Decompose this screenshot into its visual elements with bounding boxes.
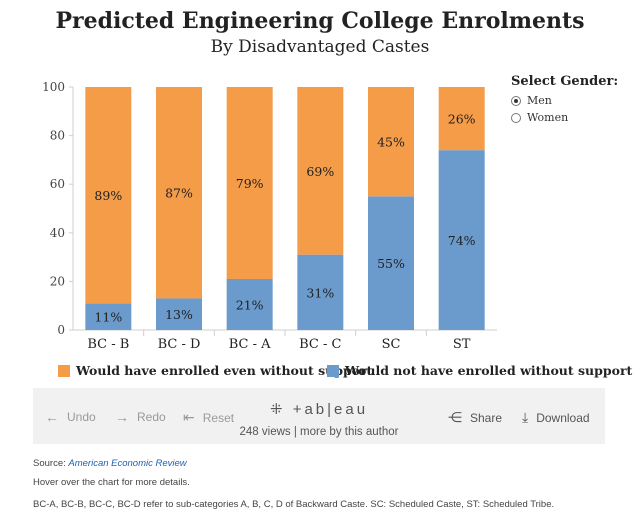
hover-note: Hover over the chart for more details. — [33, 477, 190, 488]
data-label-enrolled-anyway: 79% — [236, 176, 264, 191]
undo-label: Undo — [67, 410, 96, 424]
x-category-label: BC - C — [299, 337, 341, 352]
legend-item-enrolled-anyway[interactable]: Would have enrolled even without support — [58, 363, 372, 378]
bar-segment-enrolled-anyway[interactable] — [85, 87, 132, 304]
reset-icon: ⇤ — [183, 409, 195, 425]
download-label: Download — [536, 410, 590, 425]
share-icon: ⋲ — [448, 409, 462, 425]
radio-women[interactable] — [511, 112, 521, 123]
data-label-enrolled-anyway: 87% — [165, 186, 193, 201]
data-label-enrolled-anyway: 89% — [94, 188, 122, 203]
legend-swatch-orange — [58, 364, 70, 377]
stacked-bar-chart[interactable]: 0 20 40 60 80 100 11% 89% BC - B 13% 87% BC - D 21% 7… — [0, 70, 510, 355]
bar-segment-not-enrolled[interactable] — [368, 196, 414, 330]
bar-segment-enrolled-anyway[interactable] — [438, 87, 485, 151]
chart-subtitle: By Disadvantaged Castes — [210, 37, 430, 57]
share-label: Share — [470, 410, 503, 425]
reset-button[interactable]: ⇤ Reset — [183, 409, 234, 426]
gender-filter: Select Gender: Men Women — [511, 74, 618, 126]
data-label-enrolled-anyway: 45% — [377, 135, 405, 150]
bar-segment-not-enrolled[interactable] — [438, 150, 485, 330]
data-label-not-enrolled: 11% — [94, 310, 122, 325]
bar-segment-enrolled-anyway[interactable] — [226, 87, 273, 279]
reset-label: Reset — [202, 410, 235, 425]
views-count[interactable]: 248 views | more by this author — [239, 426, 399, 438]
y-tick-label: 40 — [50, 226, 65, 240]
x-category-label: BC - D — [158, 337, 201, 352]
gender-option-label: Women — [527, 111, 569, 124]
gender-option-men[interactable]: Men — [511, 92, 618, 109]
data-label-not-enrolled: 55% — [377, 256, 405, 271]
legend-label: Would have enrolled even without support — [76, 363, 373, 378]
gender-option-women[interactable]: Women — [511, 109, 618, 126]
tableau-logo-text: +ab|eau — [292, 401, 369, 418]
data-label-not-enrolled: 74% — [448, 233, 476, 248]
gender-option-label: Men — [527, 94, 552, 107]
arrow-left-icon: ← — [45, 409, 59, 425]
source-prefix: Source: — [33, 458, 69, 469]
source-link[interactable]: American Economic Review — [68, 458, 187, 469]
bar-segment-enrolled-anyway[interactable] — [297, 87, 344, 255]
data-label-not-enrolled: 21% — [236, 297, 264, 312]
download-button[interactable]: ⤓ Download — [522, 409, 590, 426]
data-label-enrolled-anyway: 26% — [448, 112, 476, 127]
y-tick-label: 60 — [50, 177, 65, 191]
y-tick-label: 20 — [50, 274, 65, 288]
tableau-logo-icon: ⁜ — [269, 401, 293, 418]
tableau-toolbar: ← Undo → Redo ⇤ Reset ⁜ +ab|eau 248 view… — [33, 388, 605, 444]
source-line: Source: American Economic Review — [33, 458, 187, 469]
y-tick-label: 80 — [50, 129, 65, 143]
data-label-not-enrolled: 31% — [306, 285, 334, 300]
y-tick-label: 100 — [42, 80, 65, 94]
download-icon: ⤓ — [522, 409, 529, 425]
bar-segment-not-enrolled[interactable] — [297, 254, 344, 330]
bar-segment-enrolled-anyway[interactable] — [368, 87, 414, 197]
y-tick-label: 0 — [57, 323, 65, 337]
legend-item-not-enrolled[interactable]: Would not have enrolled without support — [327, 363, 632, 378]
undo-button[interactable]: ← Undo — [45, 409, 96, 425]
arrow-right-icon: → — [115, 409, 129, 425]
x-category-label: ST — [453, 337, 471, 352]
bar-segment-not-enrolled[interactable] — [85, 303, 132, 330]
x-category-label: SC — [382, 337, 401, 352]
radio-men[interactable] — [511, 95, 521, 106]
chart-title: Predicted Engineering College Enrolments — [55, 8, 585, 34]
redo-label: Redo — [137, 410, 166, 424]
share-button[interactable]: ⋲ Share — [448, 409, 502, 426]
bar-segment-not-enrolled[interactable] — [226, 278, 273, 330]
tableau-logo[interactable]: ⁜ +ab|eau — [33, 400, 605, 418]
redo-button[interactable]: → Redo — [115, 409, 166, 425]
gender-filter-title: Select Gender: — [511, 74, 619, 89]
bar-segment-not-enrolled[interactable] — [156, 298, 202, 330]
x-category-label: BC - B — [87, 337, 129, 352]
x-category-label: BC - A — [229, 337, 271, 352]
legend-label: Would not have enrolled without support — [345, 363, 633, 378]
data-label-enrolled-anyway: 69% — [306, 164, 334, 179]
caste-note: BC-A, BC-B, BC-C, BC-D refer to sub-cate… — [33, 499, 555, 510]
data-label-not-enrolled: 13% — [165, 307, 193, 322]
legend-swatch-blue — [327, 364, 339, 377]
bar-segment-enrolled-anyway[interactable] — [156, 87, 202, 299]
